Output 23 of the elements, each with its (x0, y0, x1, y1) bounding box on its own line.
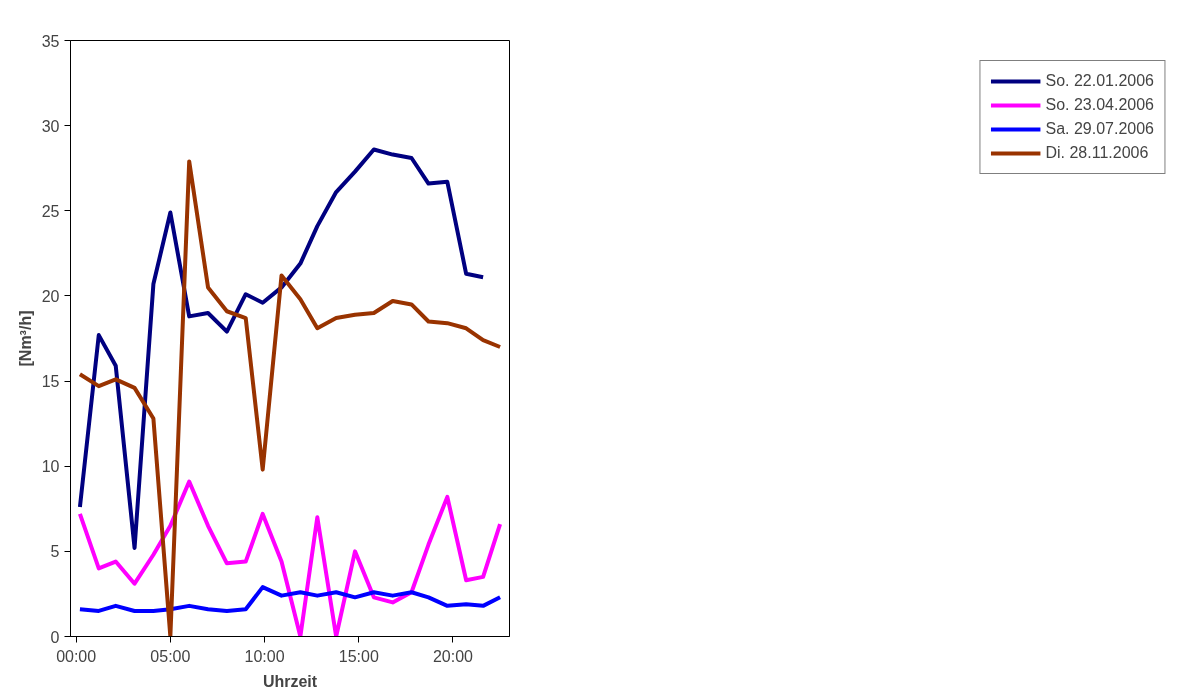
y-tick-label: 15 (41, 373, 60, 391)
x-tick-label: 15:00 (338, 647, 379, 665)
y-tick-label: 30 (41, 117, 60, 135)
legend-label: So. 23.04.2006 (1045, 96, 1154, 114)
x-tick-label: 10:00 (244, 647, 285, 665)
x-tick-label: 05:00 (150, 647, 191, 665)
x-tick-label: 20:00 (432, 647, 474, 665)
y-tick-label: 10 (41, 458, 60, 476)
y-tick-label: 0 (50, 628, 60, 646)
line-series (77, 585, 503, 613)
legend-label: Di. 28.11.2006 (1045, 144, 1149, 162)
legend-label: So. 22.01.2006 (1045, 72, 1154, 90)
x-axis-title: Uhrzeit (262, 672, 318, 690)
y-tick-label: 20 (41, 287, 60, 305)
x-tick-label: 00:00 (56, 647, 97, 665)
y-tick-label: 25 (41, 202, 60, 220)
line-series (77, 147, 486, 550)
y-tick-label: 35 (41, 32, 60, 50)
line-series (77, 159, 503, 637)
y-tick-label: 5 (50, 543, 60, 561)
y-axis-title: [Nm³/h] (16, 310, 34, 367)
line-series (77, 479, 503, 637)
legend-label: Sa. 29.07.2006 (1045, 120, 1154, 138)
